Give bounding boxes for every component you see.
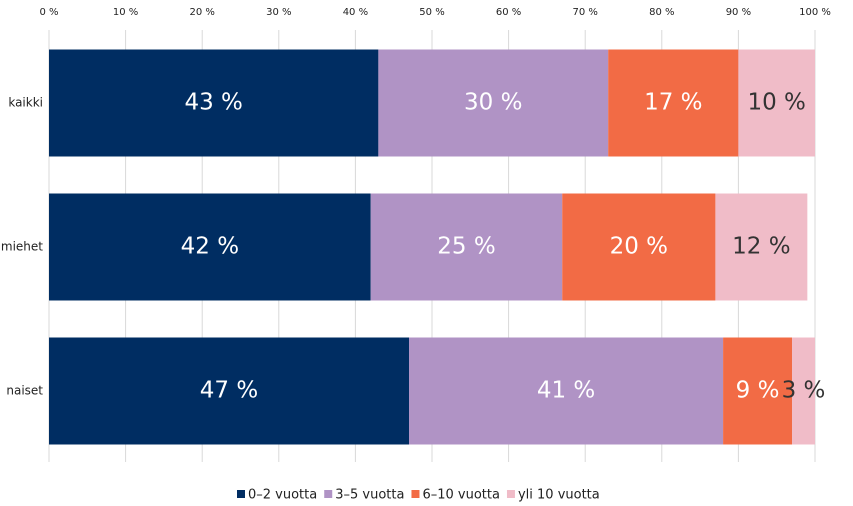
value-label: 41 % — [537, 378, 595, 404]
legend-label: 6–10 vuotta — [422, 488, 500, 503]
bar-segment — [49, 193, 371, 301]
x-tick-label: 70 % — [572, 7, 597, 18]
x-tick-label: 40 % — [343, 7, 368, 18]
legend-label: 3–5 vuotta — [335, 488, 404, 503]
bar-segment — [378, 49, 609, 157]
bar-segment — [792, 337, 815, 445]
legend-swatch — [411, 490, 420, 498]
x-tick-label: 100 % — [799, 7, 831, 18]
value-label: 9 % — [736, 378, 780, 404]
legend-label: yli 10 vuotta — [518, 488, 600, 503]
x-tick-label: 0 % — [39, 7, 58, 18]
x-tick-label: 50 % — [419, 7, 444, 18]
legend-swatch — [237, 490, 245, 498]
value-label: 17 % — [644, 90, 702, 116]
bar-segment — [562, 193, 716, 301]
value-label: 42 % — [181, 234, 239, 260]
bar-segment — [608, 49, 739, 157]
x-tick-label: 20 % — [189, 7, 214, 18]
x-tick-label: 60 % — [496, 7, 521, 18]
value-label: 20 % — [610, 234, 668, 260]
legend-swatch — [324, 490, 333, 498]
bar-segment — [409, 337, 724, 445]
value-label: 10 % — [747, 90, 805, 116]
bar-segment — [49, 337, 410, 445]
legend-swatch — [506, 490, 515, 498]
category-label: miehet — [1, 240, 43, 254]
bar-segment — [370, 193, 563, 301]
category-label: naiset — [6, 384, 43, 398]
bar-segment — [738, 49, 815, 157]
value-label: 25 % — [437, 234, 495, 260]
bar-segment — [723, 337, 793, 445]
value-label: 3 % — [782, 378, 826, 404]
x-tick-label: 90 % — [726, 7, 751, 18]
x-tick-label: 80 % — [649, 7, 674, 18]
bar-segment — [715, 193, 808, 301]
legend-label: 0–2 vuotta — [248, 488, 317, 503]
value-label: 47 % — [200, 378, 258, 404]
value-label: 12 % — [732, 234, 790, 260]
bar-segment — [49, 49, 379, 157]
value-label: 43 % — [184, 90, 242, 116]
x-tick-label: 10 % — [113, 7, 138, 18]
value-label: 30 % — [464, 90, 522, 116]
x-tick-label: 30 % — [266, 7, 291, 18]
category-label: kaikki — [8, 96, 43, 110]
